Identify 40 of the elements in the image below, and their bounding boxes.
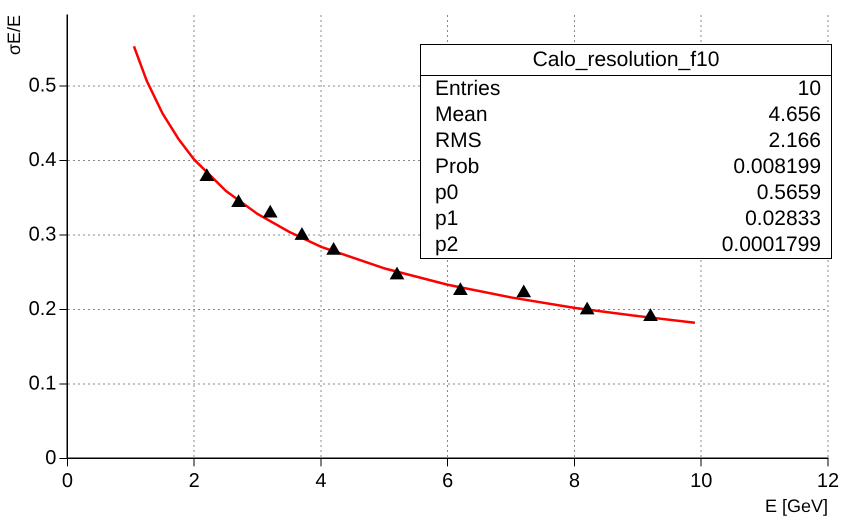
point (200, 169, 214, 181)
y-tick-label: 0.4 (28, 148, 56, 171)
y-tick-label: 0.3 (28, 223, 56, 246)
annotation: 4.656 (768, 102, 821, 128)
annotation: p1 (435, 206, 458, 232)
annotation: Calo_resolution_f10 (421, 45, 831, 76)
point (295, 228, 308, 240)
x-tick-label: 8 (568, 470, 580, 492)
point (517, 286, 530, 298)
annotation: Prob (435, 154, 480, 180)
point (390, 268, 404, 280)
annotation: 0.0001799 (722, 232, 821, 258)
annotation: 2.166 (768, 128, 821, 154)
x-tick-label: 0 (62, 470, 73, 492)
x-tick-label: 4 (315, 470, 326, 492)
x-tick-label: 6 (442, 470, 454, 492)
x-tick-label: 2 (188, 470, 200, 492)
point (644, 310, 657, 322)
y-tick-label: 0.2 (28, 298, 56, 320)
y-axis-title: σE/E (4, 15, 24, 56)
y-tick-label: 0.1 (28, 372, 56, 394)
point (264, 206, 277, 218)
annotation: 0.02833 (745, 206, 821, 232)
annotation: 0.008199 (733, 154, 821, 180)
y-tick-label: 0 (45, 446, 56, 469)
annotation: p0 (435, 180, 458, 206)
annotation: p2 (435, 232, 458, 258)
point (232, 196, 245, 208)
x-tick-label: 12 (816, 470, 840, 492)
annotation: 0.5659 (756, 180, 821, 206)
x-axis-title: E [GeV] (764, 496, 828, 516)
y-tick-label: 0.5 (28, 74, 56, 96)
point (327, 243, 340, 255)
annotation: Mean (435, 102, 488, 128)
annotation: RMS (435, 128, 482, 154)
point (454, 283, 467, 295)
x-tick-label: 10 (690, 470, 712, 492)
annotation: Entries (435, 76, 500, 102)
point (580, 302, 594, 314)
annotation: 10 (798, 76, 821, 102)
